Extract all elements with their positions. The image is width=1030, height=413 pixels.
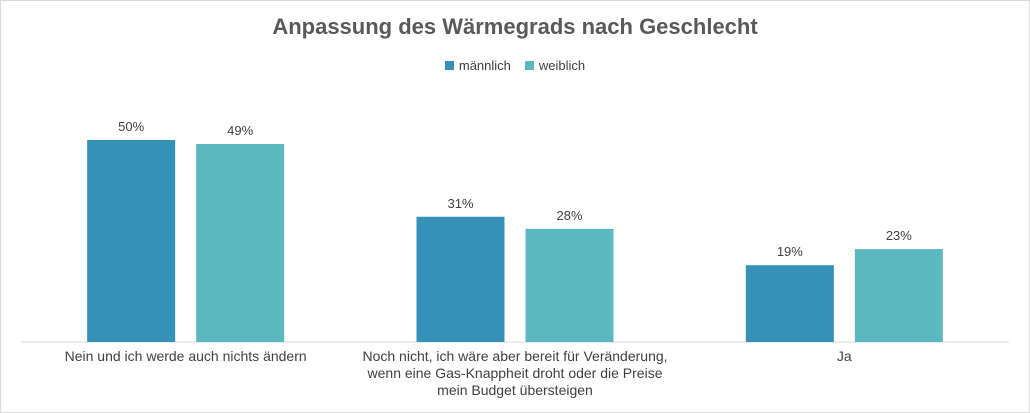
legend: männlich weiblich: [0, 58, 1030, 73]
bar-weiblich-0: [196, 144, 285, 342]
legend-item-maennlich: männlich: [444, 58, 511, 73]
data-label-maennlich-2: 19%: [777, 244, 803, 259]
data-label-weiblich-2: 23%: [886, 228, 912, 243]
legend-label-maennlich: männlich: [458, 58, 511, 73]
category-label-line: Ja: [836, 348, 852, 364]
category-label-0: Nein und ich werde auch nichts ändern: [16, 348, 356, 365]
legend-item-weiblich: weiblich: [524, 58, 586, 73]
data-label-maennlich-1: 31%: [447, 196, 473, 211]
data-label-weiblich-0: 49%: [227, 123, 253, 138]
bar-maennlich-1: [416, 216, 505, 342]
data-label-maennlich-0: 50%: [118, 119, 144, 134]
bar-weiblich-2: [854, 249, 943, 342]
category-label-1: Noch nicht, ich wäre aber bereit für Ver…: [345, 348, 685, 399]
chart-title: Anpassung des Wärmegrads nach Geschlecht: [272, 14, 758, 39]
legend-label-weiblich: weiblich: [538, 58, 586, 73]
category-label-line: Nein und ich werde auch nichts ändern: [64, 348, 307, 364]
bar-maennlich-2: [745, 265, 834, 342]
legend-swatch-maennlich: [444, 61, 454, 70]
data-label-weiblich-1: 28%: [556, 208, 582, 223]
bar-maennlich-0: [87, 140, 176, 342]
category-label-line: mein Budget übersteigen: [437, 382, 593, 398]
category-label-line: Noch nicht, ich wäre aber bereit für Ver…: [362, 348, 668, 364]
category-label-2: Ja: [674, 348, 1014, 365]
category-label-line: wenn eine Gas-Knappheit droht oder die P…: [367, 365, 663, 381]
legend-swatch-weiblich: [524, 61, 534, 70]
bar-weiblich-1: [525, 228, 614, 342]
